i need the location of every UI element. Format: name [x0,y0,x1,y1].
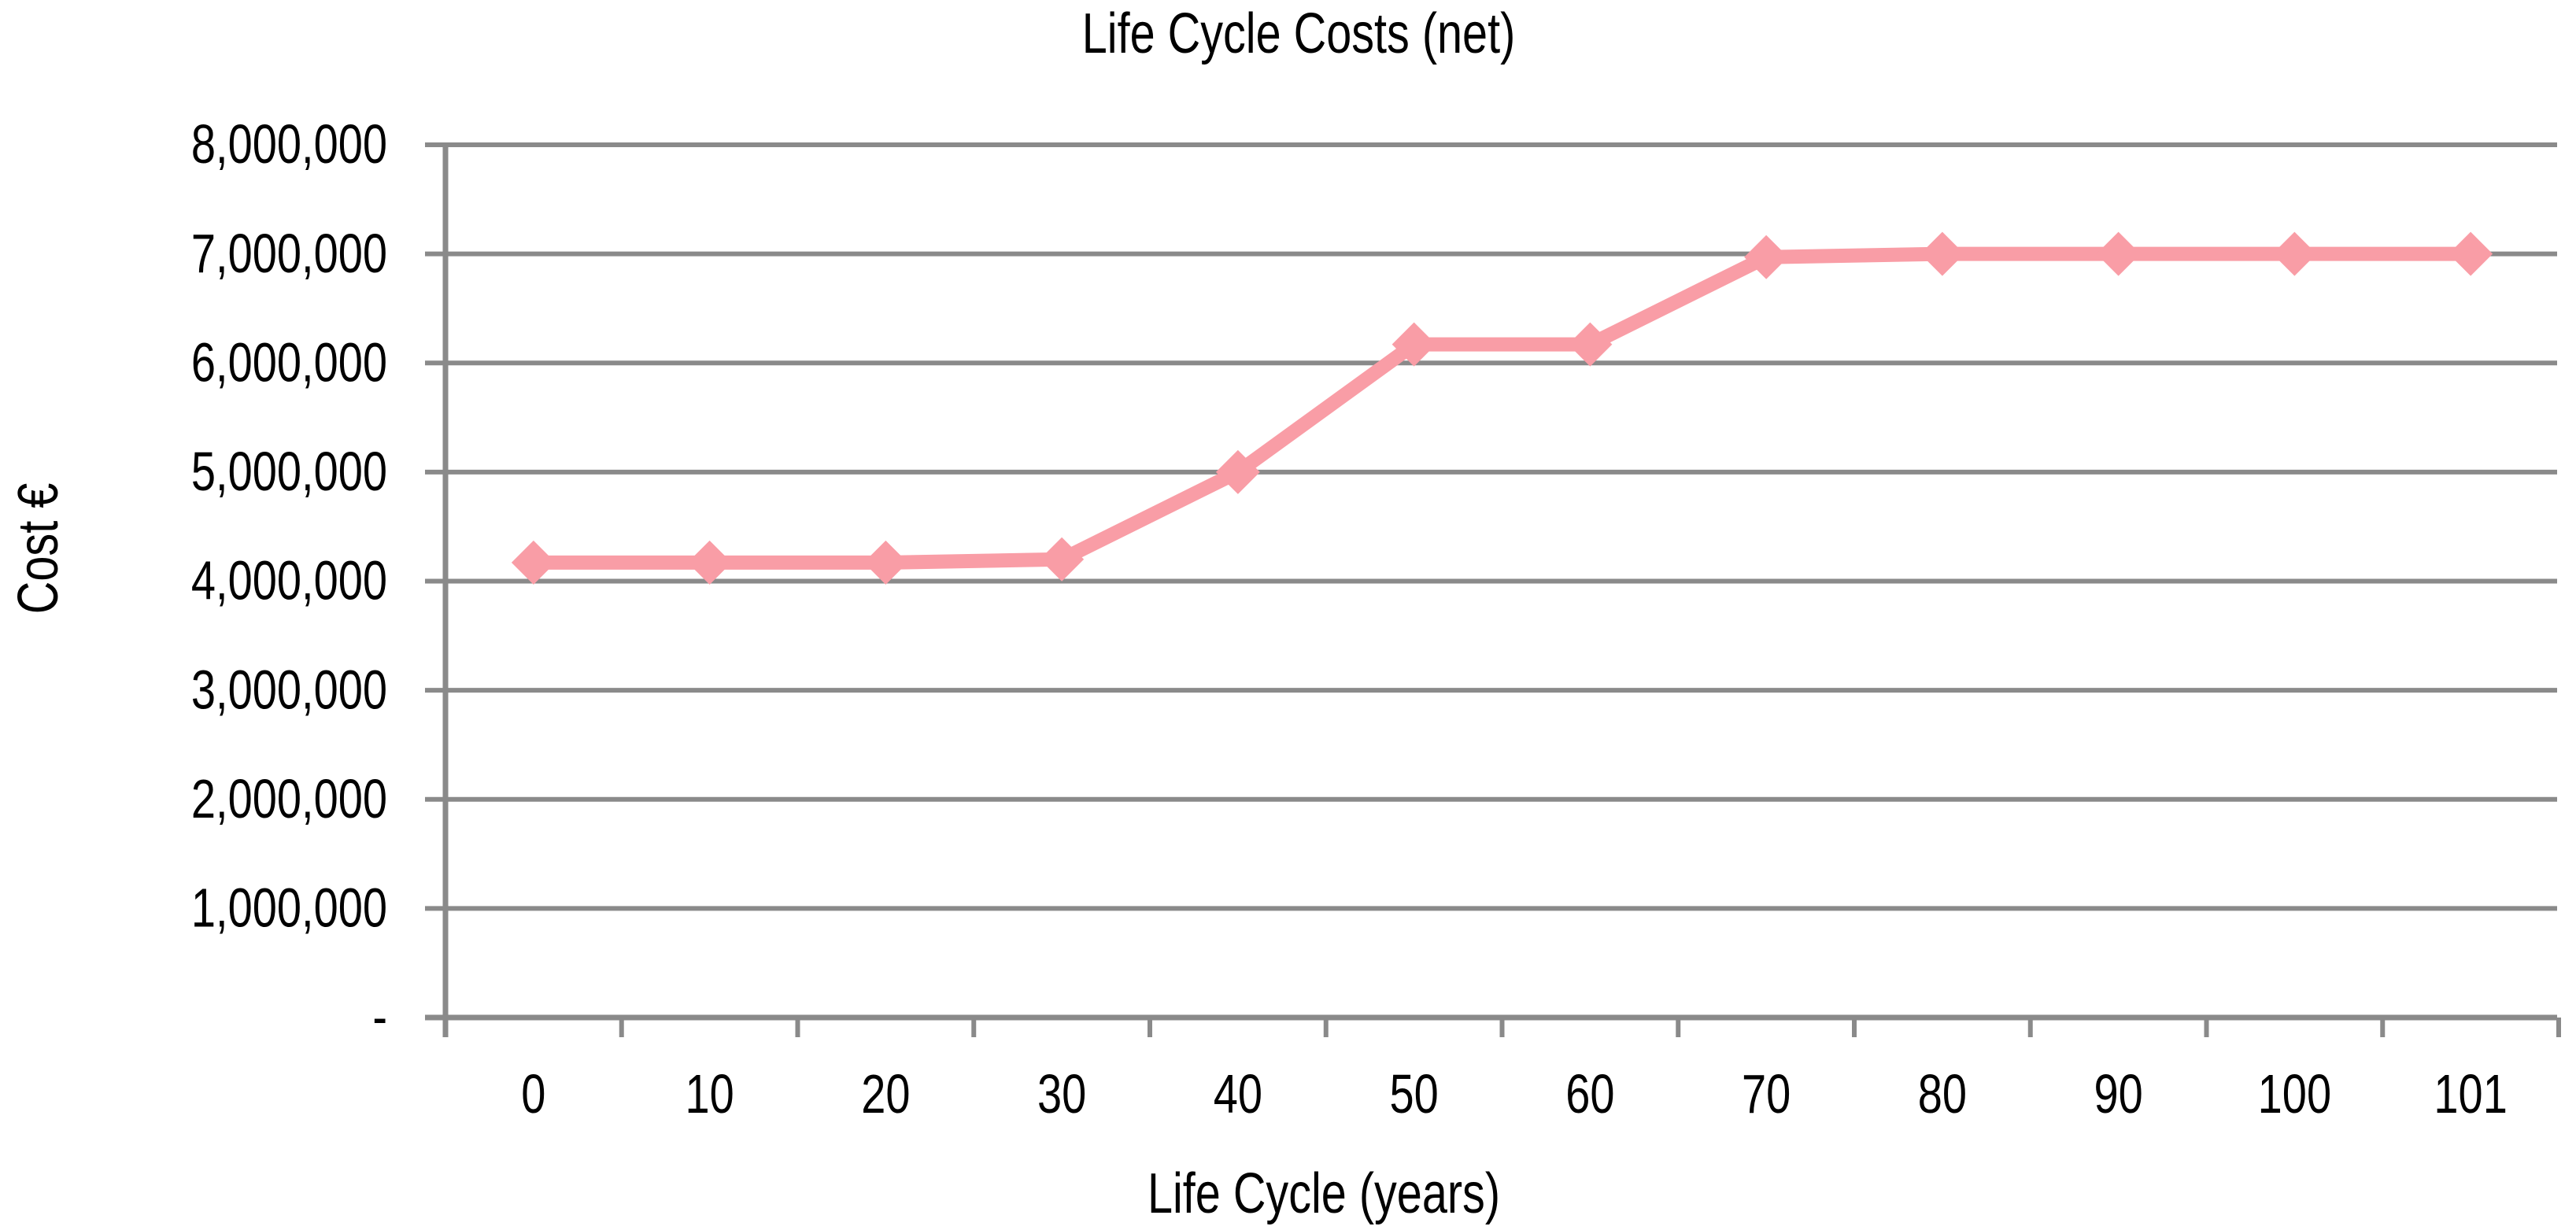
x-tick-label: 101 [2434,1064,2507,1125]
data-point-marker [1920,231,1964,276]
x-tick-labels: 0 10 20 30 40 50 60 70 80 90 100 101 [521,1064,2508,1125]
y-tick-label: 2,000,000 [191,769,387,829]
y-tick-label: 1,000,000 [191,878,387,939]
series-line [533,246,2471,570]
data-point-marker [1215,449,1260,494]
x-tick-label: 30 [1037,1064,1086,1125]
x-tick-label: 60 [1565,1064,1614,1125]
gridlines [425,142,2557,1021]
x-axis-title: Life Cycle (years) [1148,1162,1500,1225]
x-tick-label: 0 [521,1064,545,1125]
x-tick-label: 20 [861,1064,910,1125]
data-point-marker [2096,231,2141,276]
y-tick-label: 5,000,000 [191,441,387,502]
chart-title: Life Cycle Costs (net) [1082,2,1515,65]
x-tick-label: 50 [1389,1064,1438,1125]
x-tick-label: 70 [1742,1064,1791,1125]
y-tick-label: 4,000,000 [191,551,387,611]
y-tick-label: 8,000,000 [191,114,387,175]
data-point-marker [1391,322,1436,367]
x-tick-label: 90 [2094,1064,2142,1125]
x-tick-label: 80 [1918,1064,1967,1125]
data-point-marker [1040,537,1085,582]
x-tick-label: 10 [685,1064,734,1125]
data-point-marker [2272,231,2317,276]
x-axis-ticks [443,1018,2561,1037]
data-point-marker [511,540,556,585]
y-tick-label: 3,000,000 [191,659,387,720]
y-tick-label: 7,000,000 [191,223,387,284]
data-point-marker [1568,322,1613,367]
y-tick-label: - [372,987,387,1047]
data-point-marker [687,540,732,585]
y-tick-labels: - 1,000,000 2,000,000 3,000,000 4,000,000 5,0… [191,114,387,1047]
y-axis-title: Cost € [6,483,70,614]
data-point-marker [1744,235,1789,279]
x-tick-label: 100 [2258,1064,2331,1125]
data-point-marker [863,540,908,585]
series-markers [511,231,2493,585]
x-tick-label: 40 [1214,1064,1262,1125]
data-point-marker [2448,231,2493,276]
y-tick-label: 6,000,000 [191,333,387,393]
